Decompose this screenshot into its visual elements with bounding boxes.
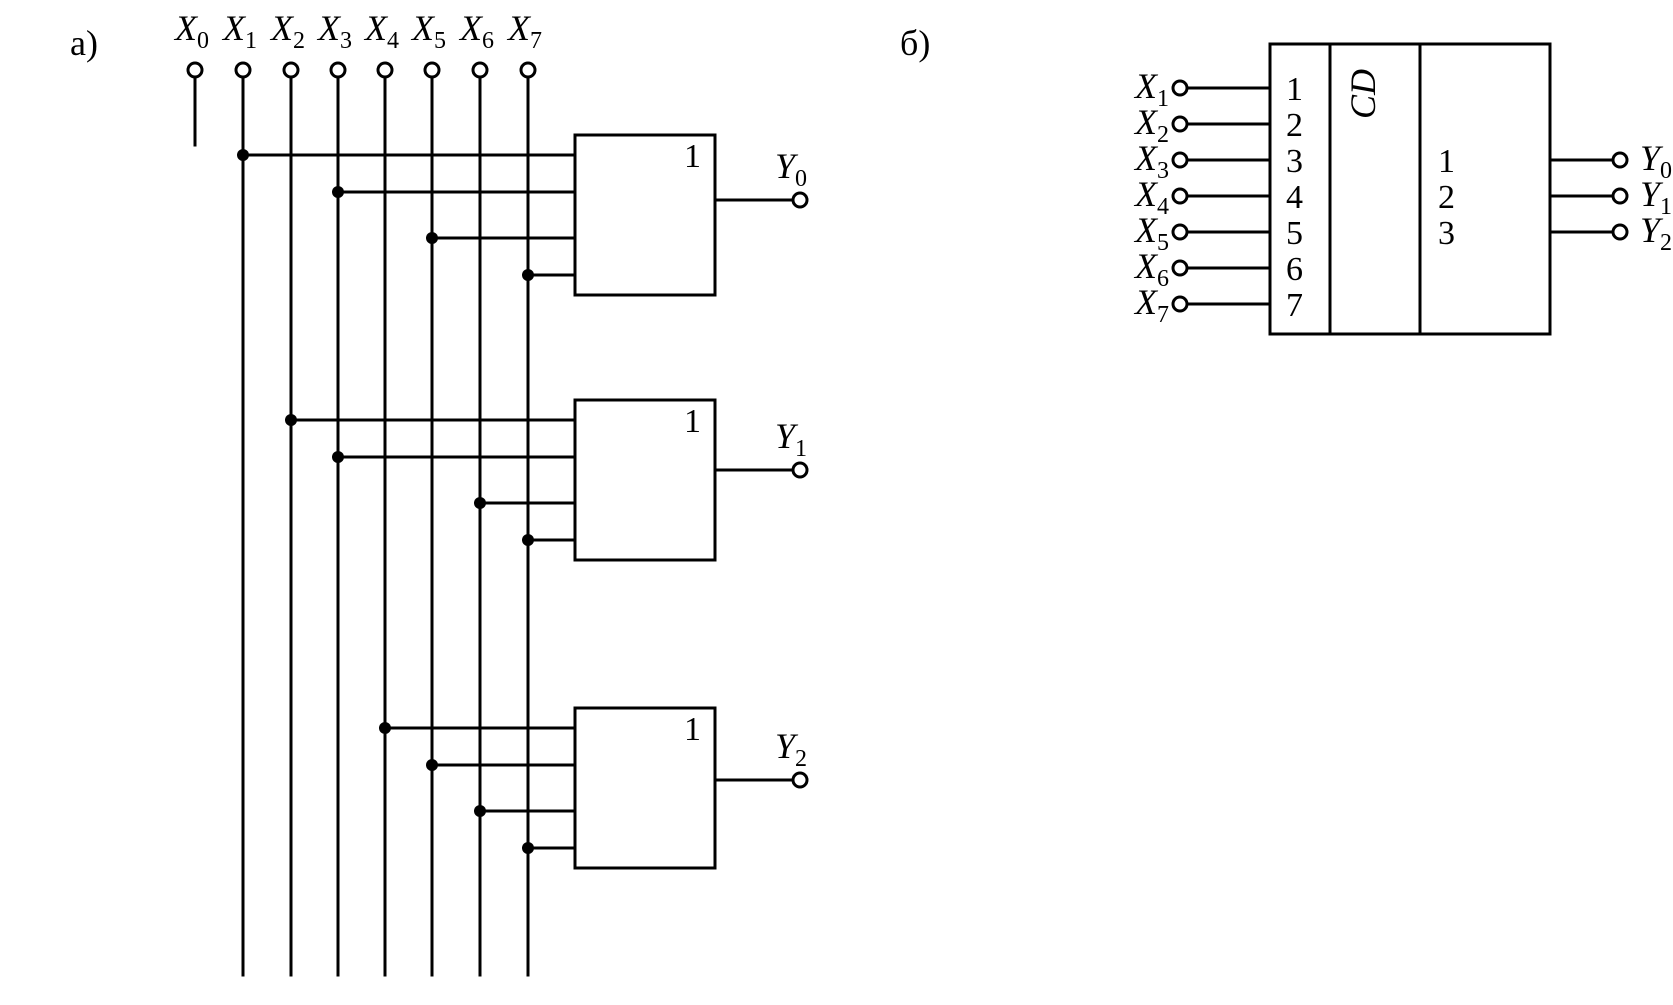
svg-text:Y1: Y1: [775, 416, 807, 462]
svg-text:3: 3: [1438, 215, 1455, 252]
svg-text:4: 4: [1286, 179, 1303, 216]
svg-text:X7: X7: [506, 8, 542, 54]
encoder-diagram: а) б) X0 X1 X2X3X4X5 X6 X7 1 Y0 1 Y1 1 Y2 CD X1 1 X2 2…: [0, 0, 1673, 1005]
svg-text:X0: X0: [173, 8, 209, 54]
svg-text:X4: X4: [363, 8, 399, 54]
encoder-circuit-schematic: X0 X1 X2X3X4X5 X6 X7 1 Y0 1 Y1 1 Y2: [173, 8, 807, 975]
svg-text:Y0: Y0: [775, 146, 807, 192]
svg-text:X1: X1: [221, 8, 257, 54]
svg-text:6: 6: [1286, 251, 1303, 288]
encoder-block-symbol: CDX11X22X33X44X55X66X77Y01Y12Y23: [1133, 44, 1672, 334]
panel-b-label: б): [900, 23, 930, 63]
svg-text:X2: X2: [269, 8, 305, 54]
svg-text:3: 3: [1286, 143, 1303, 180]
svg-text:CD: CD: [1343, 69, 1383, 119]
svg-text:1: 1: [684, 403, 701, 440]
svg-text:X6: X6: [458, 8, 494, 54]
svg-text:7: 7: [1286, 287, 1303, 324]
svg-text:1: 1: [684, 138, 701, 175]
svg-text:5: 5: [1286, 215, 1303, 252]
svg-text:1: 1: [684, 711, 701, 748]
svg-text:1: 1: [1438, 143, 1455, 180]
svg-text:Y2: Y2: [775, 726, 807, 772]
svg-text:2: 2: [1286, 107, 1303, 144]
svg-text:X5: X5: [410, 8, 446, 54]
svg-text:2: 2: [1438, 179, 1455, 216]
svg-text:X3: X3: [316, 8, 352, 54]
panel-a-label: а): [70, 23, 98, 63]
svg-text:1: 1: [1286, 71, 1303, 108]
